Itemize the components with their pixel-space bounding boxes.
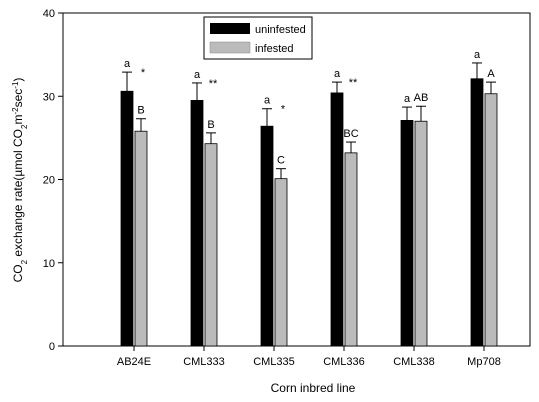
bar-uninfested-cml336 — [330, 92, 344, 347]
y-tick-label-0: 0 — [49, 341, 55, 353]
y-axis-title: CO2 exchange rate(µmol CO2m-2sec-1) — [11, 78, 29, 283]
letter-label-uninfested-cml333: a — [194, 69, 201, 81]
y-tick-label-3: 30 — [43, 91, 55, 103]
bar-uninfested-ab24e — [120, 90, 134, 347]
x-tick-label-cml336: CML336 — [323, 356, 365, 368]
y-axis-title-sup1: -2 — [11, 107, 20, 115]
bar-infested-cml333 — [204, 143, 218, 347]
y-axis-title-sub1: 2 — [20, 259, 29, 264]
y-tick-label-4: 40 — [43, 8, 55, 20]
letter-label-infested-cml338: AB — [414, 92, 429, 104]
significance-cml335: * — [281, 104, 286, 116]
letter-label-uninfested-cml335: a — [264, 95, 271, 107]
x-tick-label-ab24e: AB24E — [117, 356, 151, 368]
legend-label-uninfested: uninfested — [255, 24, 306, 36]
bar-uninfested-cml333 — [190, 100, 204, 347]
legend-swatch-infested — [209, 41, 251, 54]
letter-label-infested-cml333: B — [207, 119, 214, 131]
bar-infested-ab24e — [134, 130, 148, 347]
letter-label-uninfested-cml338: a — [404, 93, 411, 105]
letter-label-infested-ab24e: B — [137, 105, 144, 117]
letter-label-uninfested-mp708: a — [474, 49, 481, 61]
bar-infested-cml338 — [414, 120, 428, 347]
x-tick-label-cml333: CML333 — [183, 356, 225, 368]
y-axis-title-suffix: ) — [11, 78, 25, 82]
letter-label-infested-mp708: A — [487, 68, 495, 80]
legend-swatch-uninfested — [210, 23, 250, 34]
x-tick-label-cml338: CML338 — [393, 356, 435, 368]
legend-label-infested: infested — [255, 43, 294, 55]
significance-cml336: ** — [349, 77, 358, 89]
bar-uninfested-cml338 — [400, 119, 414, 347]
y-axis-title-mid1: exchange rate( — [11, 177, 25, 260]
significance-ab24e: * — [141, 67, 146, 79]
y-axis-title-sub2: 2 — [20, 124, 29, 129]
plot-area: 0 10 20 30 40 AB24E a B * CML333 a B ** CML335 a C * CML3… — [43, 8, 531, 368]
y-axis-title-mid3: sec — [11, 89, 25, 108]
letter-label-infested-cml336: BC — [343, 128, 358, 140]
bar-uninfested-cml335 — [260, 125, 274, 347]
y-axis-title-mid2: m — [11, 115, 25, 125]
y-axis-title-sup2: -1 — [11, 81, 20, 89]
letter-label-infested-cml335: C — [277, 155, 285, 167]
significance-cml333: ** — [209, 78, 218, 90]
y-tick-label-1: 10 — [43, 258, 55, 270]
bar-infested-mp708 — [484, 93, 498, 347]
bar-uninfested-mp708 — [470, 78, 484, 347]
bar-infested-cml335 — [274, 178, 288, 347]
legend: uninfested infested — [203, 16, 313, 60]
x-axis-title: Corn inbred line — [271, 381, 356, 395]
y-tick-label-2: 20 — [43, 175, 55, 187]
y-axis-title-unit: µmol CO — [11, 129, 25, 177]
x-tick-label-cml335: CML335 — [253, 356, 295, 368]
y-axis-title-prefix: CO — [11, 264, 25, 282]
bar-infested-cml336 — [344, 152, 358, 347]
letter-label-uninfested-cml336: a — [334, 68, 341, 80]
letter-label-uninfested-ab24e: a — [124, 58, 131, 70]
x-tick-label-mp708: Mp708 — [467, 356, 501, 368]
